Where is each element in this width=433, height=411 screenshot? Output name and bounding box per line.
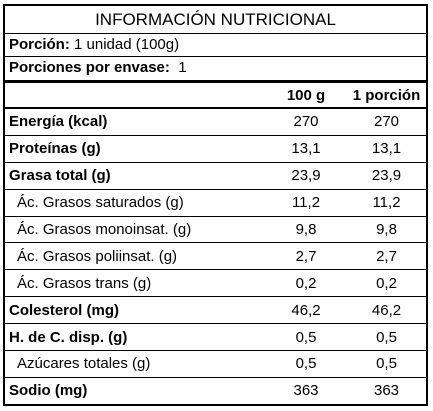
header-per-portion: 1 porción: [347, 83, 426, 109]
nutrient-name: H. de C. disp. (g): [5, 323, 265, 352]
table-row: Energía (kcal) 270 270: [5, 108, 426, 136]
value-per-portion: 23,9: [347, 162, 426, 190]
label-title: INFORMACIÓN NUTRICIONAL: [5, 6, 426, 34]
table-row: Ác. Grasos poliinsat. (g) 2,7 2,7: [5, 242, 426, 271]
nutrient-name: Ác. Grasos trans (g): [5, 269, 265, 298]
nutrient-name: Ác. Grasos saturados (g): [5, 189, 265, 217]
value-per-100g: 0,2: [265, 269, 347, 298]
table-row: Ác. Grasos trans (g) 0,2 0,2: [5, 269, 426, 298]
value-per-100g: 11,2: [265, 189, 347, 217]
value-per-portion: 0,2: [347, 269, 426, 298]
portion-label: Porción:: [9, 36, 70, 53]
value-per-portion: 46,2: [347, 296, 426, 325]
value-per-portion: 0,5: [347, 323, 426, 352]
value-per-100g: 0,5: [265, 323, 347, 352]
value-per-100g: 0,5: [265, 350, 347, 378]
value-per-100g: 46,2: [265, 296, 347, 325]
nutrition-table: 100 g 1 porción Energía (kcal) 270 270 Prot…: [5, 83, 426, 404]
nutrient-name: Energía (kcal): [5, 108, 265, 136]
table-row: Proteínas (g) 13,1 13,1: [5, 135, 426, 163]
nutrient-name: Colesterol (mg): [5, 296, 265, 325]
nutrient-name: Sodio (mg): [9, 382, 88, 400]
value-per-portion: 2,7: [347, 242, 426, 271]
table-row: Ác. Grasos saturados (g) 11,2 11,2: [5, 189, 426, 217]
nutrient-name: Ác. Grasos poliinsat. (g): [5, 242, 265, 271]
portion-value: 1 unidad (100g): [74, 36, 180, 53]
table-row: Colesterol (mg) 46,2 46,2: [5, 296, 426, 325]
nutrition-facts-label: INFORMACIÓN NUTRICIONAL Porción: 1 unida…: [3, 4, 428, 406]
value-per-portion: 0,5: [347, 350, 426, 378]
table-header-row: 100 g 1 porción: [5, 83, 426, 109]
portion-row: Porción: 1 unidad (100g): [5, 34, 426, 57]
servings-label: Porciones por envase:: [9, 59, 170, 76]
value-per-100g: 2,7: [265, 242, 347, 271]
header-nutrient: [5, 83, 265, 109]
value-per-100g: 363: [293, 382, 319, 400]
nutrient-name: Ác. Grasos monoinsat. (g): [5, 216, 265, 244]
table-row: Grasa total (g) 23,9 23,9: [5, 162, 426, 190]
value-per-100g: 13,1: [265, 135, 347, 163]
value-per-portion: 9,8: [347, 216, 426, 244]
table-row: H. de C. disp. (g) 0,5 0,5: [5, 323, 426, 352]
nutrient-name: Grasa total (g): [5, 162, 265, 190]
value-per-100g: 23,9: [265, 162, 347, 190]
value-per-portion: 11,2: [347, 189, 426, 217]
header-per-100g: 100 g: [265, 83, 347, 109]
table-row: Sodio (mg) 363 363: [5, 377, 426, 403]
value-per-portion: 13,1: [347, 135, 426, 163]
nutrient-name: Azúcares totales (g): [5, 350, 265, 378]
table-row: Ác. Grasos monoinsat. (g) 9,8 9,8: [5, 216, 426, 244]
value-per-portion: 363: [373, 382, 400, 400]
nutrient-name: Proteínas (g): [5, 135, 265, 163]
value-per-portion: 270: [347, 108, 426, 136]
servings-value: 1: [178, 59, 187, 76]
table-body: Energía (kcal) 270 270 Proteínas (g) 13,1 13,…: [5, 108, 426, 404]
servings-row: Porciones por envase: 1: [5, 57, 426, 83]
table-row: Azúcares totales (g) 0,5 0,5: [5, 350, 426, 378]
value-per-100g: 270: [265, 108, 347, 136]
value-per-100g: 9,8: [265, 216, 347, 244]
